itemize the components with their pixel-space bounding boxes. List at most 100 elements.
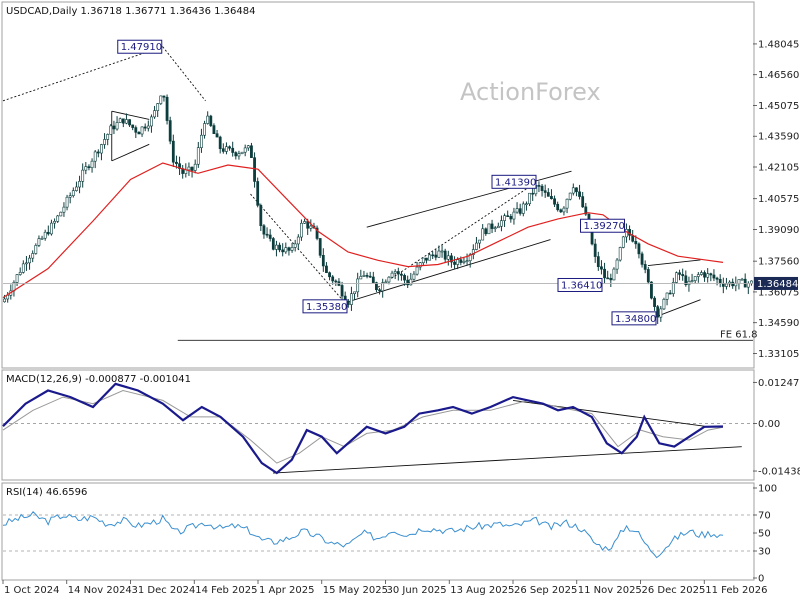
rsi-line xyxy=(2,511,724,559)
price-candle-body xyxy=(446,255,450,260)
price-candle-body xyxy=(362,275,366,277)
fe-61-8-label: FE 61.8 xyxy=(720,329,758,340)
price-candle-body xyxy=(375,282,378,291)
price-candle-body xyxy=(728,281,731,285)
price-candle-body xyxy=(403,275,406,281)
rsi-tick-label: 30 xyxy=(758,547,771,558)
price-trendline xyxy=(656,299,701,317)
watermark: ActionForex xyxy=(460,78,601,106)
price-candle-body xyxy=(443,250,447,260)
price-candle-body xyxy=(287,247,291,251)
price-candle-body xyxy=(718,278,722,284)
price-trendline xyxy=(111,143,150,162)
price-candle-body xyxy=(40,237,44,240)
price-candle-body xyxy=(553,198,556,205)
price-candle-body xyxy=(409,278,413,286)
price-candle-body xyxy=(328,272,331,278)
price-tick-label: 1.42105 xyxy=(758,162,799,173)
price-candle-body xyxy=(568,192,572,200)
price-candle-body xyxy=(593,243,597,257)
price-candle-body xyxy=(565,198,569,209)
price-candle-body xyxy=(150,116,153,127)
price-candle-body xyxy=(78,181,81,188)
x-axis: 1 Oct 2024 14 Nov 2024 31 Dec 2024 14 Feb 2… xyxy=(2,580,768,596)
price-trendline xyxy=(111,110,150,120)
price-candle-body xyxy=(637,243,641,255)
price-annotations: 1.47910 1.35380 1.41390 1.39270 1.36410 1.348… xyxy=(117,39,657,326)
price-candle-body xyxy=(387,276,391,283)
price-candle-body xyxy=(243,147,247,153)
price-candle-body xyxy=(484,228,488,235)
price-candle-body xyxy=(609,278,613,281)
price-candle-body xyxy=(487,223,491,235)
price-candle-body xyxy=(256,181,260,206)
price-candle-body xyxy=(440,250,444,253)
price-candle-body xyxy=(218,136,222,149)
price-candle-body xyxy=(365,275,369,277)
price-candle-body xyxy=(96,151,100,154)
price-candle-body xyxy=(578,191,581,197)
x-tick-label: 1 Apr 2025 xyxy=(259,585,314,596)
price-candle-body xyxy=(15,274,19,283)
price-candle-body xyxy=(112,125,116,130)
price-candle-body xyxy=(134,127,138,133)
price-candle-body xyxy=(703,272,706,278)
price-candle-body xyxy=(3,298,6,303)
price-candle-body xyxy=(381,282,385,292)
price-candle-body xyxy=(56,215,60,222)
price-candle-body xyxy=(321,255,325,267)
price-candle-body xyxy=(731,281,735,287)
price-candle-body xyxy=(606,277,610,280)
price-candle-body xyxy=(171,140,175,163)
price-candle-body xyxy=(259,205,263,227)
price-candle-body xyxy=(6,294,10,300)
price-candle-body xyxy=(693,276,697,281)
x-tick-label: 26 Dec 2025 xyxy=(642,585,706,596)
price-title: USDCAD,Daily 1.36718 1.36771 1.36436 1.3… xyxy=(6,6,256,17)
price-candle-body xyxy=(331,276,335,282)
price-candle-body xyxy=(318,238,322,256)
price-candle-body xyxy=(665,292,669,300)
price-candle-body xyxy=(106,134,110,140)
price-candle-body xyxy=(659,308,663,318)
price-candle-body xyxy=(346,300,350,305)
price-candle-body xyxy=(462,260,466,263)
price-candle-body xyxy=(275,244,278,250)
price-candle-body xyxy=(206,115,210,124)
x-tick-label: 15 May 2025 xyxy=(323,585,388,596)
annotation-label: 1.34800 xyxy=(615,314,656,325)
price-candle-body xyxy=(562,207,566,213)
x-tick-label: 11 Nov 2025 xyxy=(578,585,642,596)
price-candle-body xyxy=(603,268,606,279)
annotation-label: 1.41390 xyxy=(495,177,536,188)
price-candle-body xyxy=(37,238,41,246)
price-candle-body xyxy=(706,273,710,278)
price-tick-label: 1.34590 xyxy=(758,318,799,329)
price-candle-body xyxy=(390,272,394,278)
price-candle-body xyxy=(571,187,575,194)
price-candle-body xyxy=(700,272,703,275)
price-candle-body xyxy=(525,203,528,206)
price-candle-body xyxy=(400,273,403,276)
price-candle-body xyxy=(334,280,338,283)
price-candle-body xyxy=(671,282,675,294)
price-trendline xyxy=(347,239,551,303)
price-candle-body xyxy=(615,259,619,270)
price-candle-body xyxy=(193,163,197,171)
price-tick-label: 1.39090 xyxy=(758,225,799,236)
price-candle-body xyxy=(559,209,563,213)
price-candle-body xyxy=(543,190,547,193)
price-candle-body xyxy=(221,148,225,152)
price-candle-body xyxy=(612,268,616,281)
x-tick-label: 11 Feb 2026 xyxy=(705,585,767,596)
price-candle-body xyxy=(34,245,38,254)
price-tick-label: 1.46560 xyxy=(758,70,799,81)
price-candle-body xyxy=(496,225,500,229)
price-candle-body xyxy=(325,265,328,273)
price-candle-body xyxy=(21,263,25,273)
price-candle-body xyxy=(143,126,147,129)
price-trendlines xyxy=(2,46,701,317)
price-candle-body xyxy=(531,192,535,195)
price-candle-body xyxy=(75,186,78,191)
